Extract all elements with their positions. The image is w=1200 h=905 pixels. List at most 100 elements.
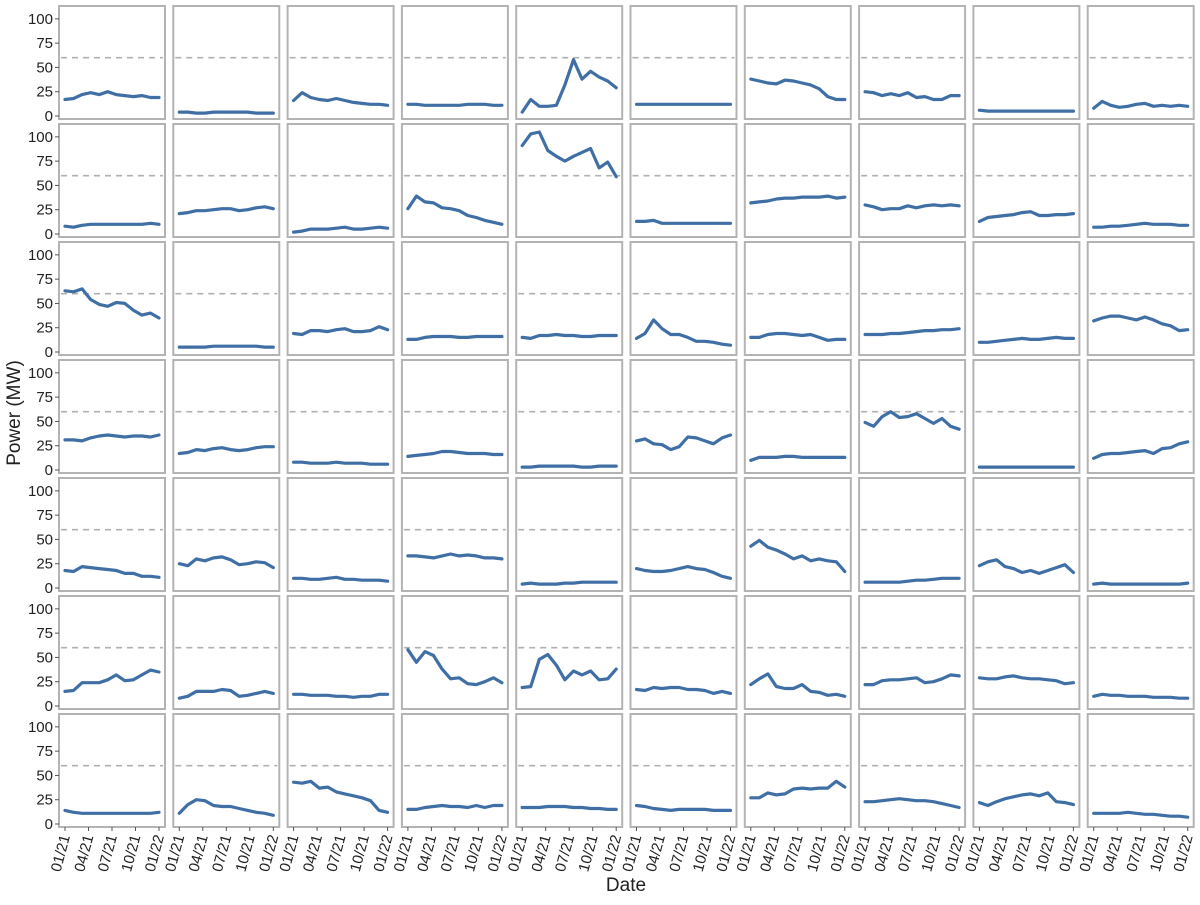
panel-border [286, 359, 395, 474]
panel-62 [172, 713, 281, 828]
y-tick-label: 0 [45, 344, 53, 361]
panel-border [858, 123, 967, 238]
x-tick-label: 04/21 [757, 833, 783, 874]
panel-border [743, 477, 852, 592]
series-line [406, 334, 504, 341]
panel-border [858, 241, 967, 356]
y-tick-label: 100 [28, 365, 53, 382]
x-axis: 01/2104/2107/2110/2101/2201/2104/2107/21… [48, 827, 1197, 874]
panel-18 [858, 123, 967, 238]
series-line [292, 91, 390, 107]
x-tick-label: 04/21 [871, 833, 897, 874]
panel-53 [286, 595, 395, 710]
y-tick-label: 50 [36, 649, 53, 666]
panel-border [515, 477, 624, 592]
y-tick-label: 100 [28, 601, 53, 618]
series-line [292, 325, 390, 337]
y-tick-label: 50 [36, 59, 53, 76]
panel-border [58, 359, 166, 474]
series-line [1092, 692, 1190, 700]
y-tick-label: 25 [36, 438, 53, 455]
series-line [177, 555, 275, 570]
panel-border [629, 241, 738, 356]
series-line [292, 225, 390, 234]
x-tick-label: 04/21 [986, 833, 1012, 874]
panel-51 [58, 595, 166, 710]
panel-35 [515, 359, 624, 474]
series-line [749, 454, 847, 462]
x-tick-label: 07/21 [438, 833, 464, 874]
y-tick-label: 75 [36, 743, 53, 760]
panel-2 [172, 5, 281, 120]
panel-46 [629, 477, 738, 592]
series-line [177, 687, 275, 700]
panel-34 [400, 359, 509, 474]
x-tick-label: 10/21 [1033, 833, 1059, 874]
series-line [406, 803, 504, 812]
y-tick-label: 25 [36, 674, 53, 691]
series-line [634, 218, 733, 225]
panel-border [286, 241, 395, 356]
panel-border [400, 123, 509, 238]
series-line [406, 449, 504, 458]
y-tick-label: 25 [36, 320, 53, 337]
panel-border [629, 359, 738, 474]
x-tick-label: 10/21 [918, 833, 944, 874]
panel-border [629, 123, 738, 238]
panel-70 [1086, 713, 1195, 828]
series-line [292, 575, 390, 583]
panel-65 [515, 713, 624, 828]
y-tick-label: 25 [36, 792, 53, 809]
y-axis: 0 25 50 75 100 0 25 50 75 100 0 25 50 75 100 0 25 50 75 100… [28, 11, 59, 833]
panel-border [58, 5, 166, 120]
panel-15 [515, 123, 624, 238]
x-tick-label: 04/21 [1100, 833, 1126, 874]
series-line [406, 194, 504, 226]
panel-border [172, 477, 281, 592]
series-line [63, 221, 161, 229]
x-tick-label: 10/21 [690, 833, 716, 874]
panel-22 [172, 241, 281, 356]
panel-12 [172, 123, 281, 238]
panel-border [858, 5, 967, 120]
panel-44 [400, 477, 509, 592]
series-line [749, 194, 847, 205]
x-tick-label: 10/21 [118, 833, 144, 874]
panel-border [743, 713, 852, 828]
y-tick-label: 75 [36, 271, 53, 288]
panel-63 [286, 713, 395, 828]
panel-59 [972, 595, 1081, 710]
y-tick-label: 75 [36, 153, 53, 170]
series-line [520, 804, 618, 812]
panel-66 [629, 713, 738, 828]
y-tick-label: 50 [36, 295, 53, 312]
panel-26 [629, 241, 738, 356]
panel-border [972, 359, 1081, 474]
panel-50 [1086, 477, 1195, 592]
y-tick-label: 0 [45, 108, 53, 125]
x-tick-label: 04/21 [528, 833, 554, 874]
panel-14 [400, 123, 509, 238]
panel-37 [743, 359, 852, 474]
panel-40 [1086, 359, 1195, 474]
series-line [292, 779, 390, 814]
series-line [520, 332, 618, 340]
panel-border [400, 5, 509, 120]
panel-border [858, 595, 967, 710]
panel-58 [858, 595, 967, 710]
series-line [634, 803, 733, 813]
panel-border [58, 595, 166, 710]
series-line [863, 327, 961, 337]
panel-border [972, 595, 1081, 710]
panel-8 [858, 5, 967, 120]
panel-6 [629, 5, 738, 120]
series-line [177, 205, 275, 216]
x-tick-label: 07/21 [95, 833, 121, 874]
x-tick-label: 10/21 [233, 833, 259, 874]
x-tick-label: 01/22 [1170, 833, 1196, 874]
panel-border [972, 477, 1081, 592]
panel-41 [58, 477, 166, 592]
panel-border [1086, 241, 1195, 356]
y-tick-label: 75 [36, 35, 53, 52]
panel-48 [858, 477, 967, 592]
